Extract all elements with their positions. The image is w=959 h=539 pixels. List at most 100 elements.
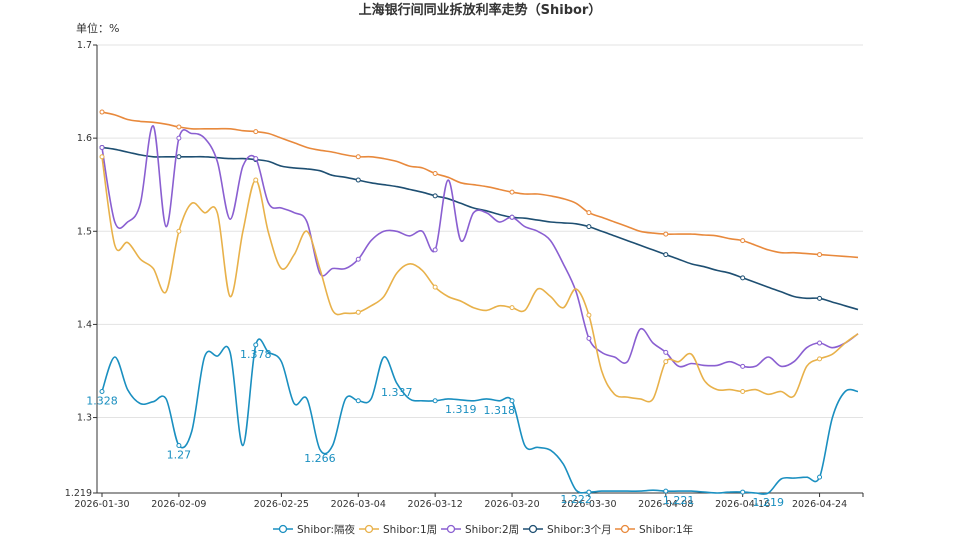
x-tick-label: 2026-03-04 xyxy=(331,499,386,510)
data-label: 1.319 xyxy=(445,403,477,416)
series-point xyxy=(355,398,361,404)
data-label: 1.222 xyxy=(560,493,592,506)
series-point xyxy=(740,363,746,369)
series-point xyxy=(817,252,823,258)
x-tick-label: 2026-04-24 xyxy=(792,499,847,510)
series-point xyxy=(740,275,746,281)
data-label: 1.219 xyxy=(753,496,785,509)
series-point xyxy=(99,144,105,150)
grid-lines xyxy=(97,44,863,419)
series-point xyxy=(355,309,361,315)
series-point xyxy=(817,340,823,346)
data-label: 1.318 xyxy=(483,404,515,417)
series-point xyxy=(99,109,105,115)
legend[interactable]: Shibor:隔夜 Shibor:1周 Shibor:2周 Shibor:3个月 Shi… xyxy=(273,523,693,536)
series-point xyxy=(176,135,182,141)
legend-label: Shibor:1周 xyxy=(383,524,437,536)
series-point xyxy=(817,295,823,301)
x-tick-label: 2026-04-16 xyxy=(715,499,770,510)
data-label: 1.337 xyxy=(381,386,413,399)
y-tick-label: 1.7 xyxy=(77,40,92,51)
series-point xyxy=(586,489,592,495)
series-point xyxy=(355,177,361,183)
x-tick-label: 2026-04-08 xyxy=(638,499,693,510)
legend-marker-icon xyxy=(446,524,456,534)
legend-item[interactable]: Shibor:2周 xyxy=(441,524,519,536)
series-point xyxy=(817,356,823,362)
series-point xyxy=(586,210,592,216)
series-point xyxy=(740,388,746,394)
series-point xyxy=(432,193,438,199)
series-group xyxy=(99,109,859,495)
series-point xyxy=(432,247,438,253)
series-point xyxy=(432,398,438,404)
legend-marker-icon xyxy=(278,524,288,534)
series-point xyxy=(509,214,515,220)
series-point xyxy=(663,231,669,237)
series-point xyxy=(586,312,592,318)
legend-label: Shibor:1年 xyxy=(639,523,693,536)
series-point xyxy=(663,488,669,494)
series-point xyxy=(586,335,592,341)
x-tick-label: 2026-03-12 xyxy=(408,499,463,510)
series-point xyxy=(253,129,259,135)
legend-item[interactable]: Shibor:隔夜 xyxy=(273,523,355,536)
series-point xyxy=(586,224,592,230)
y-tick-label: 1.5 xyxy=(77,226,92,237)
data-labels: 1.328 1.27 1.378 1.266 1.337 1.319 1.318 1.222 1… xyxy=(86,348,784,509)
series-line xyxy=(101,156,859,403)
data-label: 1.27 xyxy=(167,448,192,461)
data-label: 1.221 xyxy=(663,494,695,507)
series-line xyxy=(101,111,859,259)
data-label: 1.378 xyxy=(240,348,272,361)
series-point xyxy=(176,228,182,234)
series-point xyxy=(663,252,669,258)
x-tick-label: 2026-03-30 xyxy=(561,499,616,510)
series-point xyxy=(99,154,105,160)
x-axis: 2026-01-30 2026-02-09 2026-02-25 2026-03-04… xyxy=(74,492,864,510)
legend-item[interactable]: Shibor:1周 xyxy=(359,524,437,536)
series-line xyxy=(101,338,859,495)
legend-marker-icon xyxy=(528,524,538,534)
series-point xyxy=(176,154,182,160)
series-point xyxy=(99,388,105,394)
legend-item[interactable]: Shibor:3个月 xyxy=(523,524,612,536)
y-tick-label: 1.3 xyxy=(77,413,92,424)
series-point xyxy=(509,189,515,195)
series-point xyxy=(253,177,259,183)
series-line xyxy=(101,125,859,369)
series-point xyxy=(432,171,438,177)
series-point xyxy=(253,342,259,348)
series-point xyxy=(663,349,669,355)
series-point xyxy=(176,124,182,130)
x-tick-label: 2026-03-20 xyxy=(484,499,539,510)
legend-label: Shibor:2周 xyxy=(465,524,519,536)
series-point xyxy=(176,442,182,448)
x-tick-label: 2026-02-25 xyxy=(254,499,309,510)
series-point xyxy=(509,398,515,404)
unit-label: 单位：% xyxy=(76,21,119,35)
legend-marker-icon xyxy=(364,524,374,534)
chart-title: 上海银行间同业拆放利率走势（Shibor） xyxy=(359,2,602,18)
series-point xyxy=(355,256,361,262)
y-axis: 1.219 1.3 1.4 1.5 1.6 1.7 xyxy=(65,40,98,499)
series-point xyxy=(432,284,438,290)
x-tick-label: 2026-01-30 xyxy=(74,499,129,510)
y-tick-label: 1.219 xyxy=(65,488,92,499)
data-label: 1.328 xyxy=(86,394,118,407)
legend-label: Shibor:隔夜 xyxy=(297,523,355,536)
y-tick-label: 1.4 xyxy=(77,319,92,330)
series-point xyxy=(740,489,746,495)
series-point xyxy=(740,238,746,244)
legend-marker-icon xyxy=(620,524,630,534)
legend-item[interactable]: Shibor:1年 xyxy=(615,523,693,536)
x-tick-label: 2026-02-09 xyxy=(151,499,206,510)
y-tick-label: 1.6 xyxy=(77,133,92,144)
series-point xyxy=(253,156,259,162)
legend-label: Shibor:3个月 xyxy=(547,524,612,536)
series-point xyxy=(509,305,515,311)
series-line xyxy=(101,146,859,311)
series-point xyxy=(355,154,361,160)
data-label: 1.266 xyxy=(304,452,336,465)
